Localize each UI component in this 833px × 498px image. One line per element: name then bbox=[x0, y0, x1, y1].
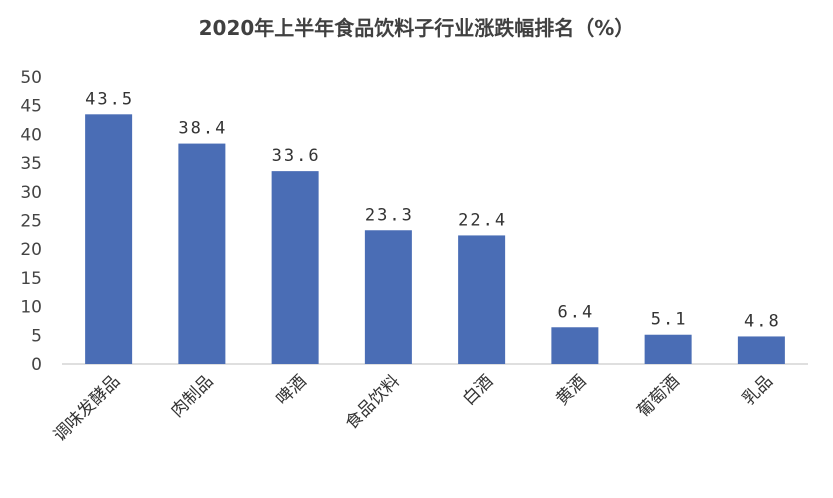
x-tick-label: 白酒 bbox=[459, 371, 497, 409]
bar bbox=[644, 334, 692, 364]
data-label: 23.3 bbox=[365, 205, 414, 225]
chart-title: 2020年上半年食品饮料子行业涨跌幅排名（%） bbox=[198, 16, 635, 40]
x-tick-label: 啤酒 bbox=[272, 371, 310, 409]
bar bbox=[551, 327, 599, 364]
data-label: 43.5 bbox=[85, 89, 134, 109]
y-tick-label: 15 bbox=[20, 269, 42, 289]
x-tick-label: 肉制品 bbox=[167, 371, 217, 421]
data-label: 5.1 bbox=[651, 310, 688, 330]
bar bbox=[178, 143, 226, 364]
data-label: 6.4 bbox=[558, 302, 595, 322]
y-tick-label: 25 bbox=[20, 212, 42, 232]
y-tick-label: 5 bbox=[31, 326, 42, 346]
bar bbox=[364, 230, 412, 364]
x-tick-label: 乳品 bbox=[739, 371, 777, 409]
y-tick-label: 30 bbox=[20, 183, 42, 203]
data-label: 38.4 bbox=[178, 119, 227, 139]
y-tick-label: 0 bbox=[31, 355, 42, 375]
data-label: 33.6 bbox=[272, 146, 321, 166]
y-tick-label: 35 bbox=[20, 154, 42, 174]
y-tick-label: 40 bbox=[20, 125, 42, 145]
y-tick-label: 45 bbox=[20, 97, 42, 117]
data-label: 4.8 bbox=[744, 311, 781, 331]
x-tick-label: 黄酒 bbox=[552, 371, 590, 409]
bar bbox=[85, 114, 133, 364]
y-tick-label: 10 bbox=[20, 298, 42, 318]
x-tick-label: 葡萄酒 bbox=[633, 371, 683, 421]
y-tick-label: 50 bbox=[20, 68, 42, 88]
bar bbox=[458, 235, 506, 364]
bar bbox=[737, 336, 785, 364]
x-tick-label: 调味发酵品 bbox=[50, 371, 124, 445]
x-tick-label: 食品饮料 bbox=[342, 371, 404, 433]
data-label: 22.4 bbox=[458, 210, 507, 230]
bar bbox=[271, 171, 319, 364]
y-tick-label: 20 bbox=[20, 240, 42, 260]
